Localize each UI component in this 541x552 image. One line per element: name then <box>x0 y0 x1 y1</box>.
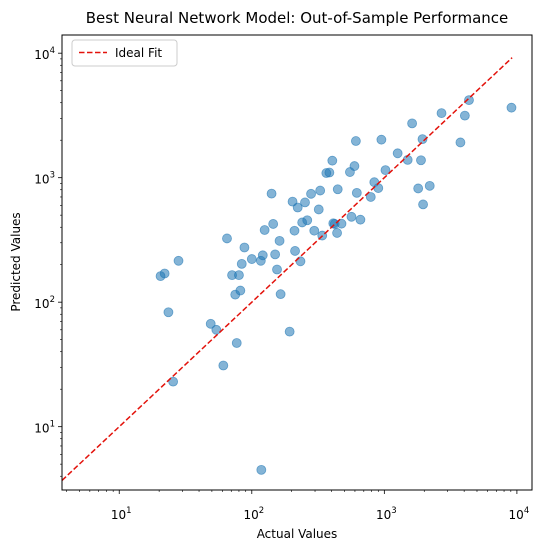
data-point-55 <box>365 192 376 202</box>
data-point-58 <box>376 134 387 145</box>
data-point-63 <box>413 183 424 194</box>
data-point-18 <box>256 464 267 475</box>
data-point-38 <box>313 204 324 215</box>
data-point-39 <box>315 185 326 196</box>
data-point-1 <box>159 268 170 279</box>
data-point-14 <box>236 258 247 269</box>
data-point-3 <box>168 376 179 387</box>
data-point-35 <box>302 215 313 226</box>
data-point-36 <box>306 188 316 199</box>
data-point-27 <box>284 326 295 337</box>
data-point-47 <box>332 184 343 195</box>
x-tick-label-2: 103 <box>376 506 397 522</box>
data-point-72 <box>506 102 517 113</box>
ideal-fit-line <box>61 57 513 481</box>
data-point-42 <box>324 167 335 178</box>
data-point-23 <box>270 249 281 260</box>
chart-title: Best Neural Network Model: Out-of-Sample… <box>86 9 509 27</box>
y-tick-label-0: 101 <box>34 420 55 436</box>
data-point-32 <box>295 256 306 267</box>
data-point-12 <box>234 270 244 281</box>
data-point-6 <box>211 324 222 335</box>
legend: Ideal Fit <box>71 39 178 67</box>
data-point-2 <box>163 307 174 318</box>
data-point-20 <box>259 225 270 235</box>
data-point-24 <box>272 264 282 275</box>
legend-ideal-fit-label: Ideal Fit <box>115 46 162 60</box>
x-tick-label-3: 104 <box>509 506 530 522</box>
data-point-57 <box>373 183 384 193</box>
data-point-30 <box>290 246 300 256</box>
x-tick-label-0: 101 <box>111 506 132 522</box>
data-point-21 <box>266 188 277 199</box>
ticks-layer: 101 102 103 104 101 102 103 104 <box>34 46 529 522</box>
data-point-11 <box>231 338 242 348</box>
x-axis-label: Actual Values <box>257 527 338 541</box>
data-point-4 <box>173 255 184 266</box>
data-point-71 <box>464 95 474 105</box>
data-point-46 <box>332 228 342 238</box>
data-point-5 <box>205 318 216 329</box>
legend-box <box>71 39 178 67</box>
data-point-65 <box>417 134 428 145</box>
data-point-7 <box>218 360 229 371</box>
data-point-26 <box>275 289 286 300</box>
data-point-67 <box>424 180 435 191</box>
y-tick-label-2: 103 <box>34 171 55 187</box>
data-point-69 <box>455 137 466 148</box>
y-tick-label-3: 104 <box>34 46 55 62</box>
data-point-52 <box>350 136 361 146</box>
data-point-59 <box>380 165 391 176</box>
data-point-70 <box>459 110 470 121</box>
data-point-19 <box>257 250 268 261</box>
data-point-51 <box>349 161 360 171</box>
data-point-60 <box>392 148 403 159</box>
y-tick-label-1: 102 <box>34 295 55 311</box>
data-point-43 <box>327 155 338 166</box>
data-point-25 <box>274 235 285 246</box>
data-point-64 <box>416 155 426 166</box>
points-layer <box>155 95 517 475</box>
data-point-66 <box>418 199 428 210</box>
data-point-37 <box>309 225 320 236</box>
data-point-16 <box>246 254 257 264</box>
ideal-line-layer <box>61 57 513 481</box>
data-point-53 <box>351 187 362 198</box>
data-point-22 <box>268 219 279 229</box>
data-point-15 <box>239 242 250 253</box>
data-point-54 <box>355 214 366 225</box>
data-point-29 <box>289 225 300 236</box>
data-point-68 <box>436 108 447 119</box>
data-point-8 <box>222 233 232 244</box>
data-point-48 <box>336 218 347 229</box>
data-point-62 <box>407 118 418 129</box>
data-point-31 <box>292 202 303 213</box>
plot-area-frame <box>61 34 533 491</box>
data-point-50 <box>346 211 357 222</box>
data-point-13 <box>235 285 246 296</box>
data-point-34 <box>300 197 310 208</box>
y-axis-label: Predicted Values <box>9 212 23 311</box>
x-tick-label-1: 102 <box>243 506 264 522</box>
